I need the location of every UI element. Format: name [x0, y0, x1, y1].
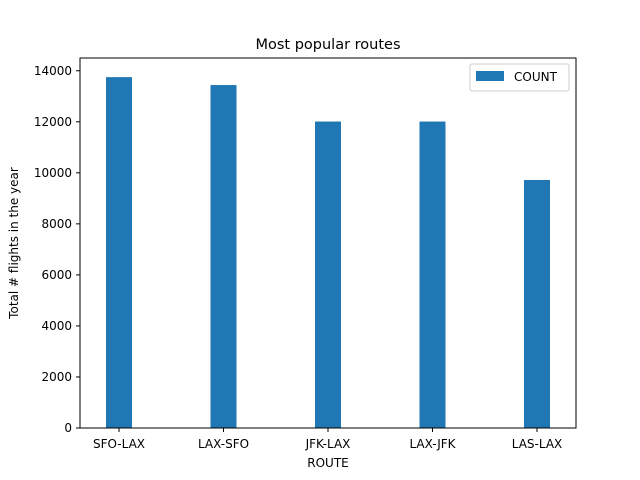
x-tick-label: LAX-JFK — [409, 437, 456, 451]
chart-title: Most popular routes — [255, 37, 400, 53]
bar-sfo-lax — [106, 77, 132, 428]
bar-las-lax — [524, 179, 550, 428]
legend: COUNT — [469, 63, 570, 92]
bar-lax-sfo — [210, 85, 237, 429]
y-tick-label: 14000 — [34, 64, 72, 78]
y-tick-label: 10000 — [34, 166, 72, 180]
legend-label: COUNT — [514, 70, 558, 84]
y-axis-title: Total # flights in the year — [7, 167, 21, 320]
x-axis: SFO-LAX LAX-SFO JFK-LAX LAX-JFK LAS-LAX — [93, 428, 562, 451]
x-tick-label: LAS-LAX — [512, 437, 563, 451]
x-tick-label: LAX-SFO — [198, 437, 249, 451]
plot-frame — [79, 57, 577, 429]
y-tick-label: 0 — [64, 421, 72, 435]
bars-layer — [106, 77, 550, 429]
y-tick-label: 2000 — [41, 370, 72, 384]
y-tick-label: 6000 — [41, 268, 72, 282]
legend-swatch — [476, 71, 504, 81]
y-axis: 0 2000 4000 6000 8000 10000 12000 14000 — [34, 64, 80, 435]
y-tick-label: 8000 — [41, 217, 72, 231]
bar-jfk-lax — [315, 121, 341, 428]
x-tick-label: SFO-LAX — [93, 437, 145, 451]
y-tick-label: 4000 — [41, 319, 72, 333]
legend-box — [469, 63, 570, 92]
y-tick-label: 12000 — [34, 115, 72, 129]
x-tick-label: JFK-LAX — [305, 437, 351, 451]
bar-lax-jfk — [419, 121, 446, 428]
x-axis-title: ROUTE — [307, 456, 348, 470]
